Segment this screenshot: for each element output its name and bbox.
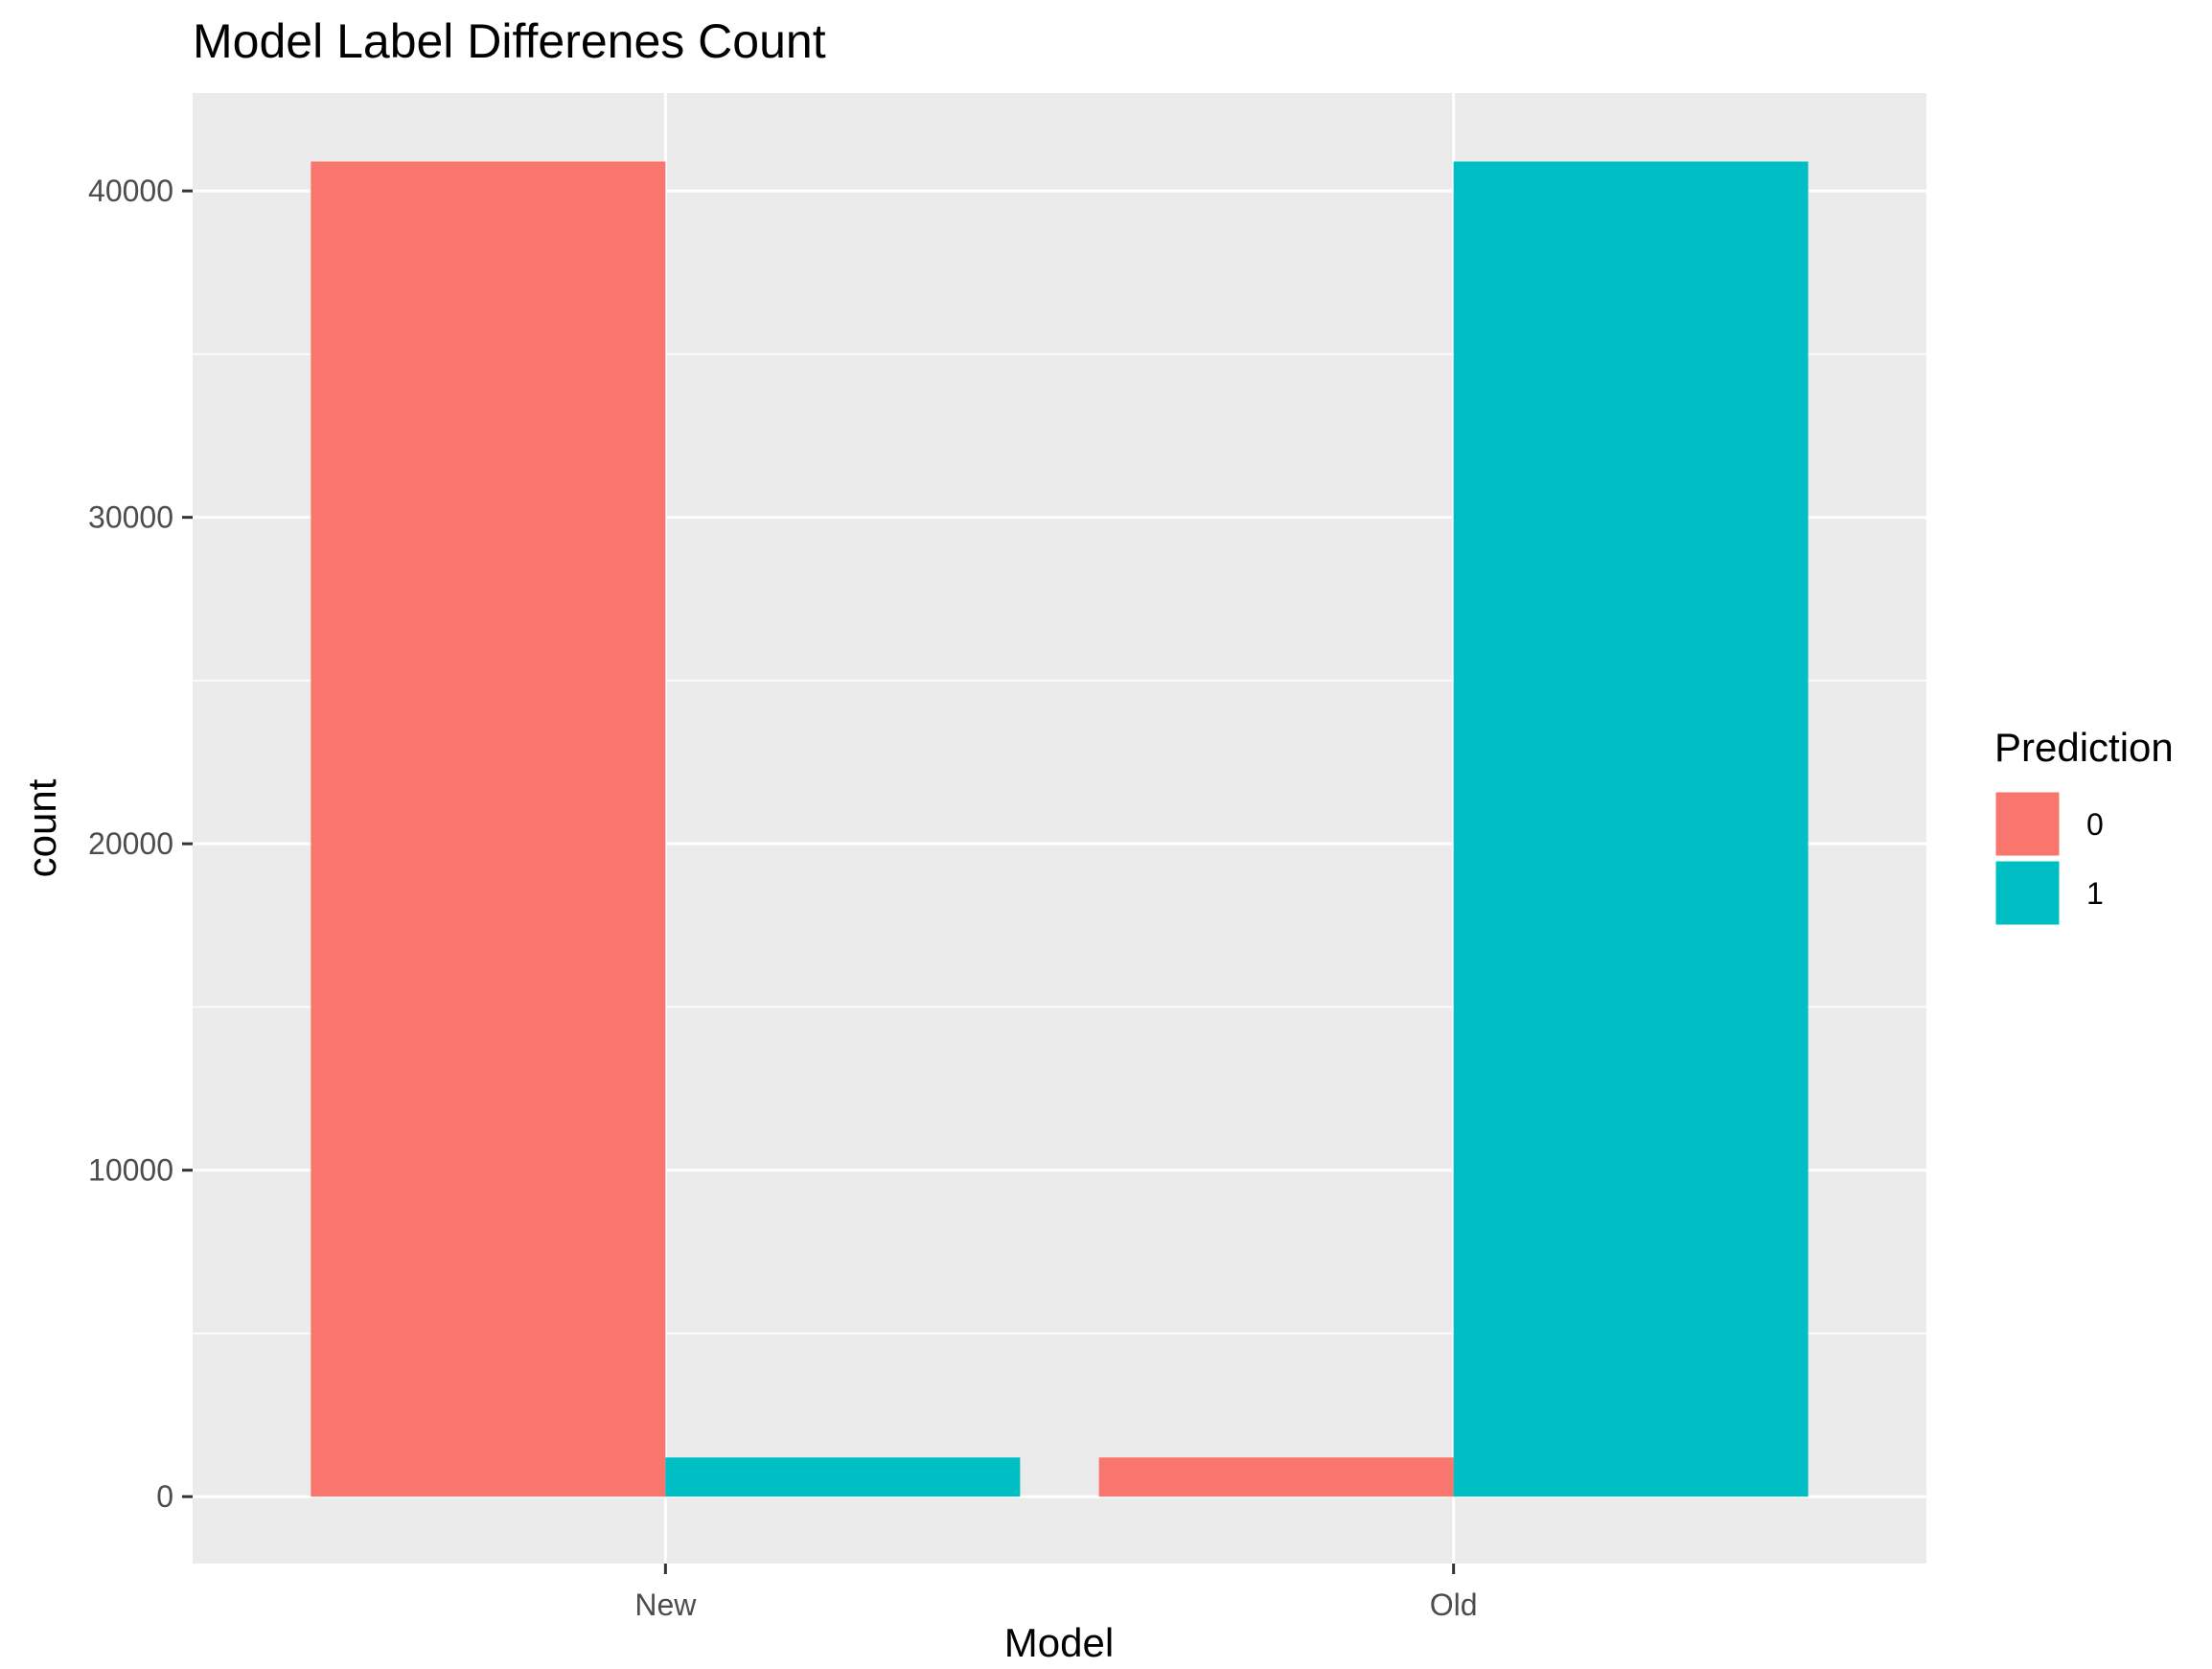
x-tick-label: Old <box>1430 1588 1478 1622</box>
legend-key-0 <box>1993 789 2062 859</box>
y-axis: 0 10000 20000 30000 40000 <box>88 174 193 1514</box>
chart-title: Model Label Differenes Count <box>193 14 826 68</box>
x-tick-label: New <box>634 1588 697 1622</box>
bar-old-prediction-1 <box>1453 161 1809 1497</box>
legend-label: 1 <box>2086 876 2104 911</box>
x-axis: New Old <box>634 1564 1478 1622</box>
y-tick-label: 0 <box>156 1479 173 1514</box>
bar-new-prediction-1 <box>665 1457 1021 1497</box>
y-tick-label: 20000 <box>88 826 173 861</box>
bar-old-prediction-0 <box>1098 1457 1454 1497</box>
y-tick-label: 10000 <box>88 1153 173 1188</box>
legend-title: Prediction <box>1994 725 2174 770</box>
y-axis-title: count <box>19 778 64 877</box>
y-tick-label: 30000 <box>88 500 173 535</box>
bars <box>311 161 1809 1497</box>
bar-new-prediction-0 <box>311 161 666 1497</box>
legend-label: 0 <box>2086 807 2104 842</box>
x-axis-title: Model <box>1004 1620 1114 1665</box>
legend-key-1 <box>1993 858 2062 928</box>
legend: Prediction 0 1 <box>1993 725 2174 928</box>
y-tick-label: 40000 <box>88 174 173 208</box>
